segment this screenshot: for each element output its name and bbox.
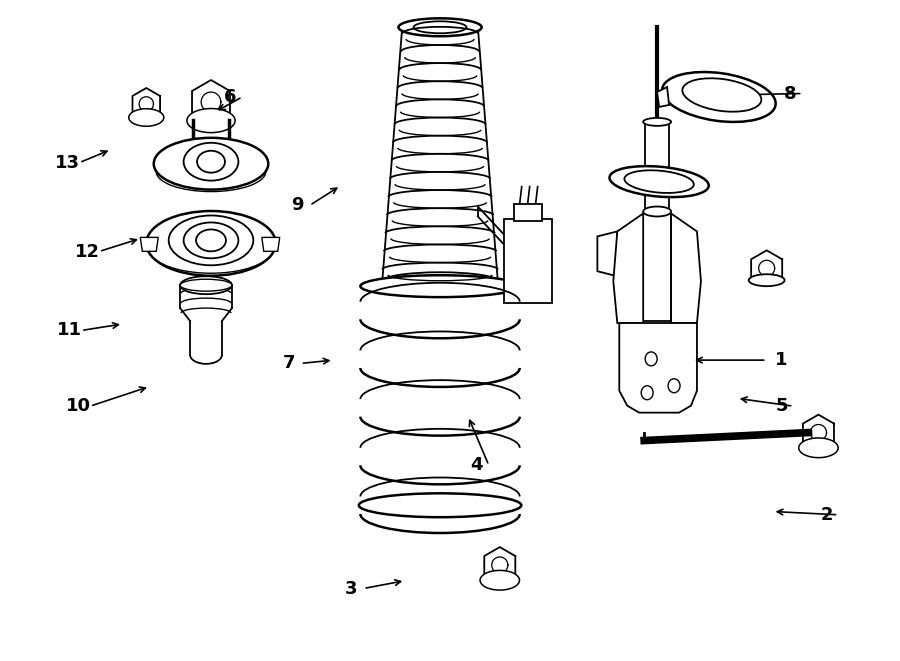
Ellipse shape xyxy=(749,274,785,286)
Bar xyxy=(644,214,671,321)
Ellipse shape xyxy=(625,171,694,193)
Ellipse shape xyxy=(798,438,838,457)
Text: 8: 8 xyxy=(784,85,796,102)
Polygon shape xyxy=(619,323,697,412)
Ellipse shape xyxy=(184,223,239,258)
Ellipse shape xyxy=(399,19,482,36)
Ellipse shape xyxy=(187,108,235,133)
Text: 1: 1 xyxy=(776,351,788,369)
Polygon shape xyxy=(657,87,669,107)
Bar xyxy=(514,204,542,221)
Ellipse shape xyxy=(641,386,653,400)
Text: 2: 2 xyxy=(820,506,832,524)
Text: 9: 9 xyxy=(292,196,304,214)
Polygon shape xyxy=(613,214,644,323)
Ellipse shape xyxy=(180,279,232,291)
Text: 12: 12 xyxy=(75,243,100,260)
Ellipse shape xyxy=(197,151,225,173)
Ellipse shape xyxy=(360,275,519,297)
Ellipse shape xyxy=(480,570,519,590)
Polygon shape xyxy=(140,237,158,251)
Text: 3: 3 xyxy=(346,580,357,598)
Ellipse shape xyxy=(414,21,466,33)
FancyBboxPatch shape xyxy=(504,219,552,303)
Ellipse shape xyxy=(196,229,226,251)
Ellipse shape xyxy=(682,78,761,112)
Ellipse shape xyxy=(168,215,253,265)
Text: 5: 5 xyxy=(776,397,788,415)
Ellipse shape xyxy=(662,72,776,122)
Text: 13: 13 xyxy=(55,153,80,172)
Text: 4: 4 xyxy=(471,457,483,475)
Bar xyxy=(645,122,669,212)
Ellipse shape xyxy=(184,143,239,180)
Ellipse shape xyxy=(609,166,708,197)
Ellipse shape xyxy=(644,118,671,126)
Polygon shape xyxy=(598,231,617,276)
Text: 11: 11 xyxy=(57,321,82,340)
Text: 7: 7 xyxy=(283,354,295,372)
Ellipse shape xyxy=(644,206,671,217)
Ellipse shape xyxy=(668,379,680,393)
Ellipse shape xyxy=(382,272,498,290)
Ellipse shape xyxy=(147,211,275,276)
Ellipse shape xyxy=(180,276,232,294)
Text: 10: 10 xyxy=(66,397,91,415)
Ellipse shape xyxy=(359,493,521,517)
Polygon shape xyxy=(262,237,280,251)
Polygon shape xyxy=(671,214,701,323)
Text: 6: 6 xyxy=(224,88,237,106)
Ellipse shape xyxy=(154,137,268,190)
Ellipse shape xyxy=(129,109,164,126)
Ellipse shape xyxy=(645,352,657,366)
